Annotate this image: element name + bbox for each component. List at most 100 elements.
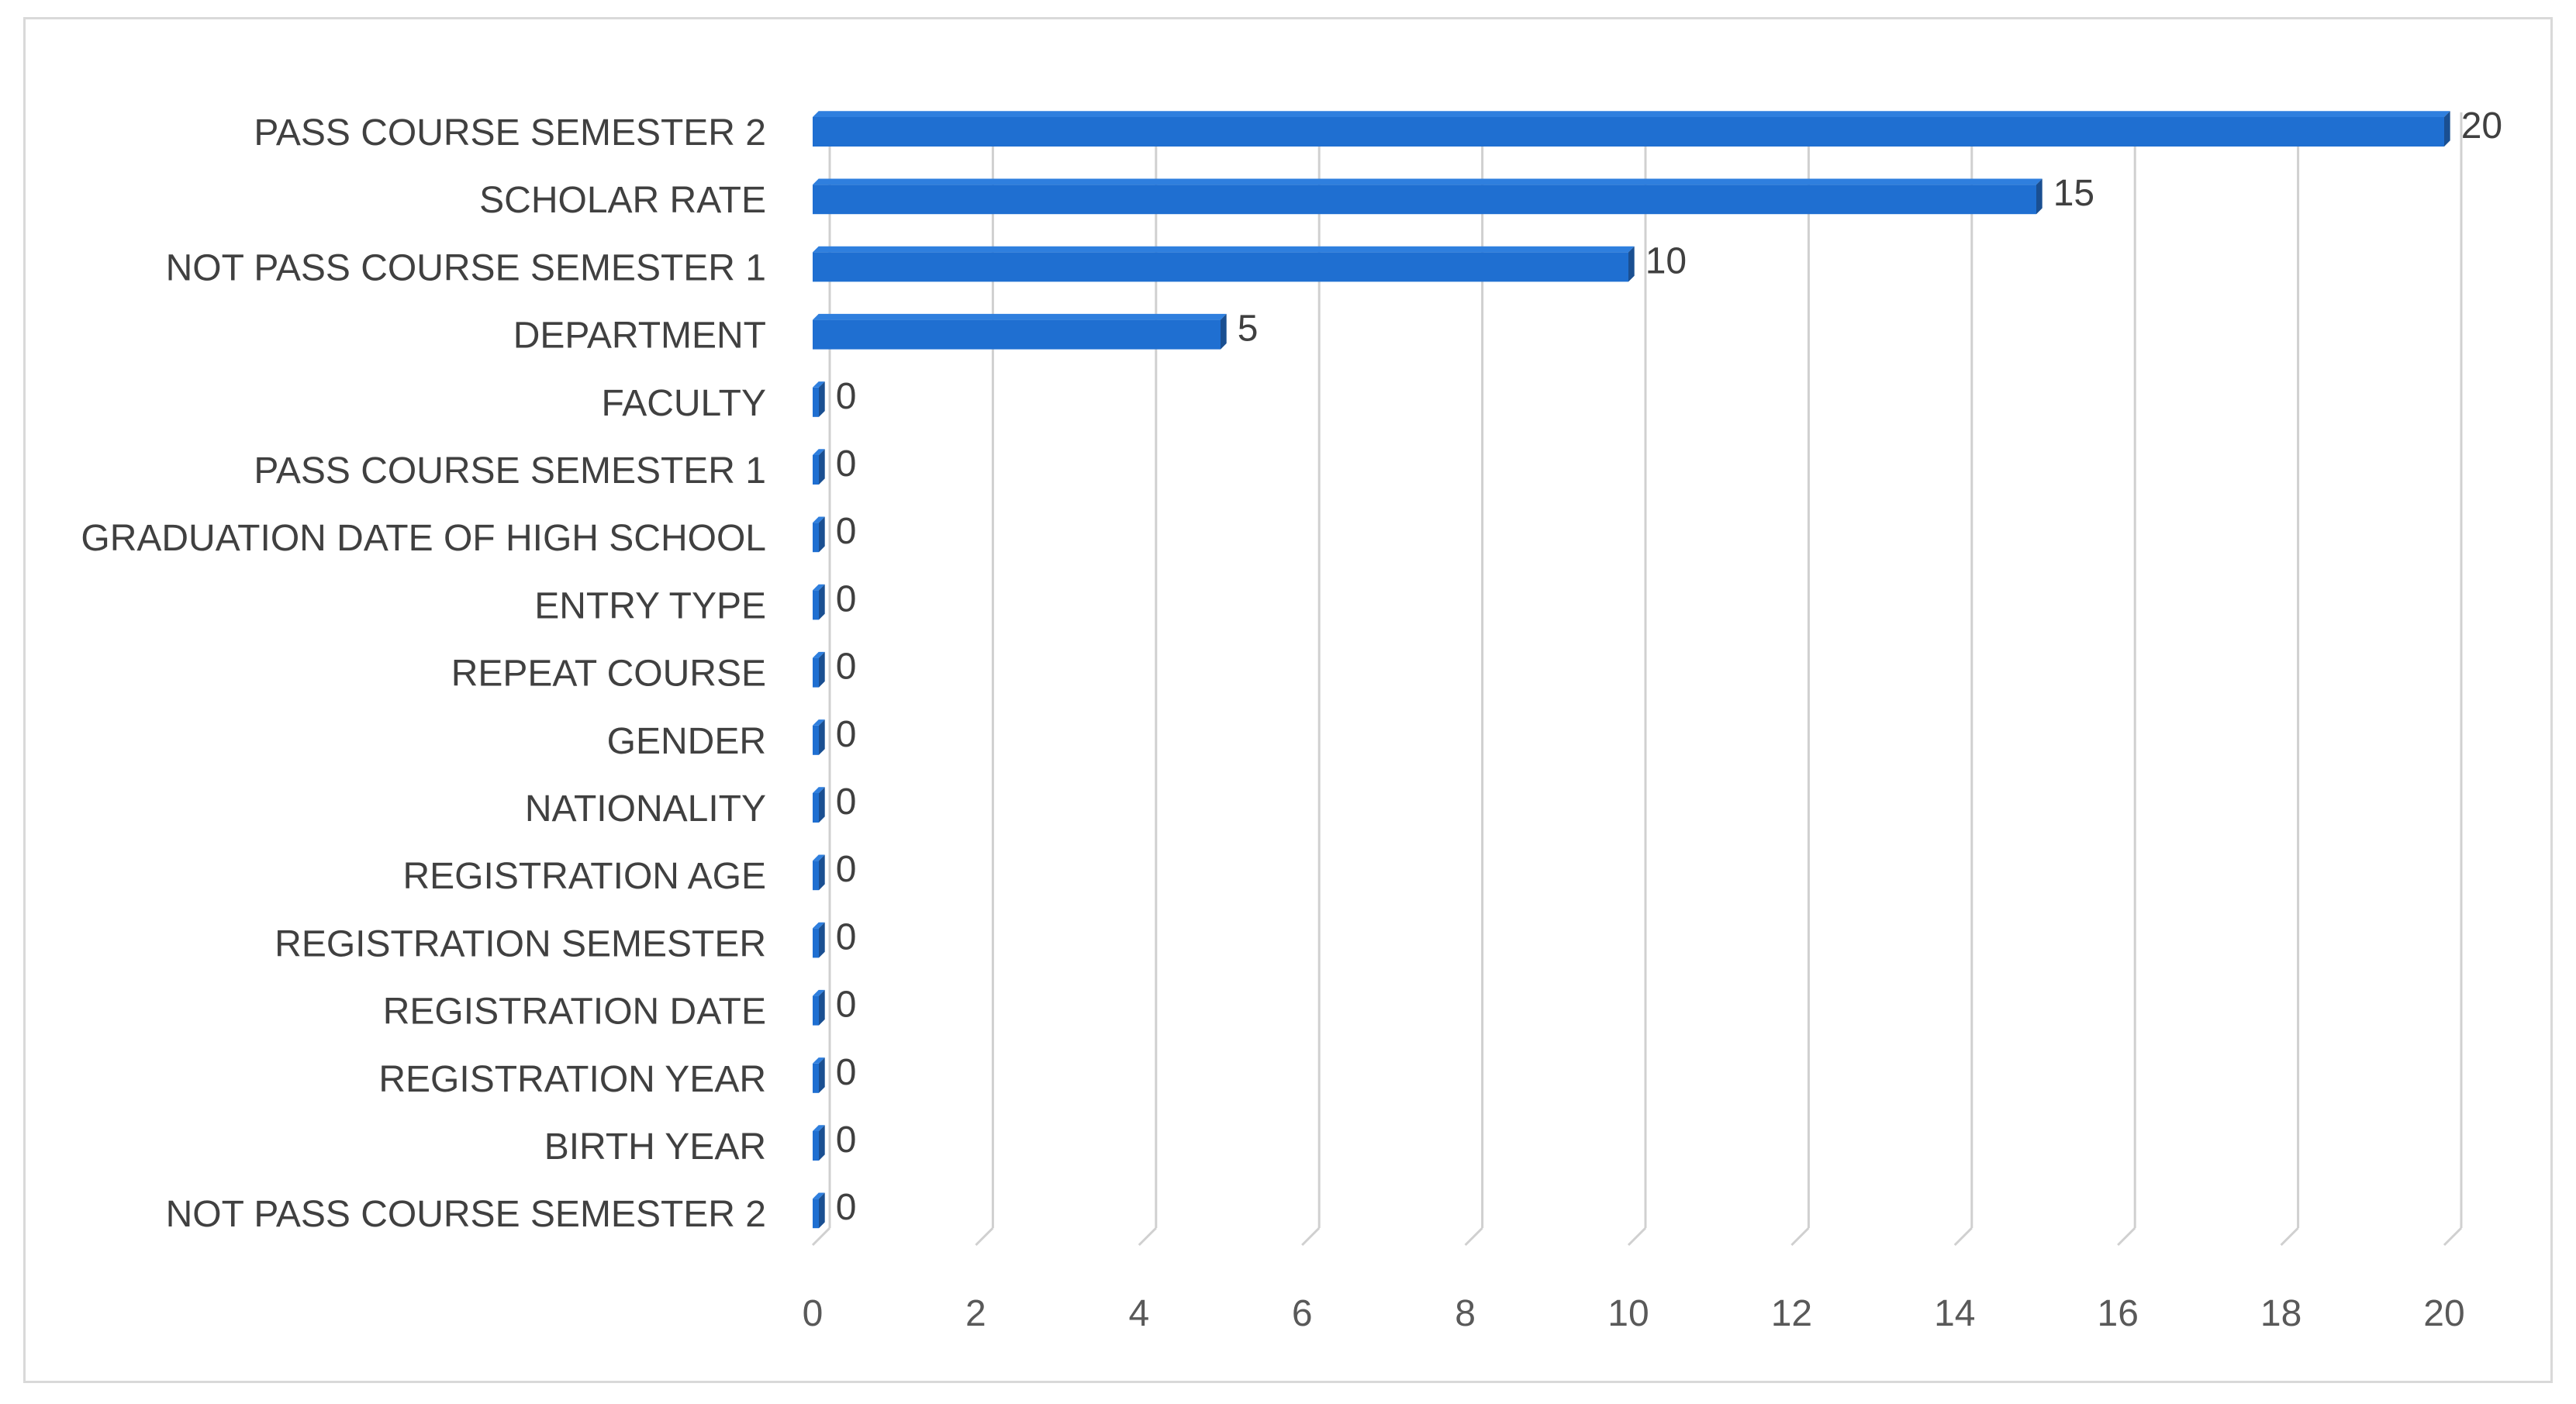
x-tick-label: 14 xyxy=(1934,1293,1975,1334)
bar-side xyxy=(2444,111,2450,147)
bar-side xyxy=(1628,246,1635,282)
category-label: DEPARTMENT xyxy=(513,316,766,357)
bar-side xyxy=(819,854,825,891)
bar-side xyxy=(819,584,825,620)
bar xyxy=(813,252,1628,282)
category-label: GRADUATION DATE OF HIGH SCHOOL xyxy=(81,518,766,559)
bar-side xyxy=(819,719,825,755)
bar xyxy=(813,1063,819,1093)
gridline-floor xyxy=(1138,1226,1157,1247)
x-tick-label: 0 xyxy=(803,1293,824,1334)
gridline-floor xyxy=(2443,1226,2463,1247)
bar-top xyxy=(813,1057,825,1064)
bar-top xyxy=(813,381,825,388)
x-tick-label: 2 xyxy=(965,1293,986,1334)
x-tick-label: 12 xyxy=(1771,1293,1812,1334)
data-label: 0 xyxy=(836,985,857,1026)
category-label: REPEAT COURSE xyxy=(451,654,766,695)
category-label: NOT PASS COURSE SEMESTER 2 xyxy=(166,1194,766,1235)
data-label: 5 xyxy=(1238,309,1259,350)
bar xyxy=(813,861,819,891)
data-labels: 20 15 10 5 0 0 0 0 0 0 0 0 0 0 0 0 0 xyxy=(836,105,2502,1228)
x-tick-label: 16 xyxy=(2098,1293,2139,1334)
bar-top xyxy=(813,1192,825,1199)
bar-top xyxy=(813,651,825,658)
bar xyxy=(813,185,2036,215)
bar xyxy=(813,523,819,553)
bar-top xyxy=(813,989,825,996)
bar-top xyxy=(813,313,1227,320)
bar xyxy=(813,725,819,755)
x-tick-label: 18 xyxy=(2260,1293,2301,1334)
x-tick-label: 10 xyxy=(1607,1293,1649,1334)
x-axis-tick-labels: 0 2 4 6 8 10 12 14 16 18 20 xyxy=(803,1293,2465,1334)
x-tick-label: 6 xyxy=(1292,1293,1313,1334)
data-label: 0 xyxy=(836,1119,857,1161)
bar xyxy=(813,590,819,620)
bar-top xyxy=(813,922,825,929)
data-label: 0 xyxy=(836,1187,857,1228)
bar xyxy=(813,319,1221,350)
category-label: FACULTY xyxy=(602,383,766,424)
category-label: BIRTH YEAR xyxy=(544,1126,766,1168)
bar xyxy=(813,657,819,688)
bar-top xyxy=(813,111,2450,117)
gridline-floor xyxy=(1464,1226,1483,1247)
bar-side xyxy=(819,1192,825,1229)
gridlines xyxy=(811,112,2463,1247)
bar-top xyxy=(813,1125,825,1131)
bar-top xyxy=(813,516,825,523)
gridline-floor xyxy=(975,1226,994,1247)
bar-side xyxy=(819,922,825,958)
category-label: PASS COURSE SEMESTER 1 xyxy=(254,450,766,492)
bar-side xyxy=(819,381,825,417)
category-label: GENDER xyxy=(607,721,766,762)
gridline-floor xyxy=(1790,1226,1810,1247)
data-label: 0 xyxy=(836,916,857,957)
category-label: SCHOLAR RATE xyxy=(479,180,766,221)
x-tick-label: 20 xyxy=(2423,1293,2464,1334)
bar-side xyxy=(819,787,825,823)
data-label: 0 xyxy=(836,1052,857,1093)
data-label: 0 xyxy=(836,376,857,417)
data-label: 0 xyxy=(836,849,857,890)
bar-top xyxy=(813,854,825,861)
chart-frame xyxy=(23,17,2553,1383)
category-labels: PASS COURSE SEMESTER 2 SCHOLAR RATE NOT PA… xyxy=(81,112,766,1235)
bar-side xyxy=(819,1125,825,1161)
bar-side xyxy=(819,1057,825,1093)
gridline-floor xyxy=(2280,1226,2299,1247)
bars xyxy=(813,111,2450,1229)
category-label: REGISTRATION DATE xyxy=(383,992,766,1033)
bar-side xyxy=(819,449,825,485)
bar-side xyxy=(819,516,825,553)
bar xyxy=(813,387,819,417)
x-tick-label: 4 xyxy=(1128,1293,1149,1334)
category-label: ENTRY TYPE xyxy=(534,585,766,626)
bar xyxy=(813,928,819,958)
data-label: 15 xyxy=(2053,173,2094,214)
category-label: NOT PASS COURSE SEMESTER 1 xyxy=(166,247,766,288)
gridline-floor xyxy=(811,1226,831,1247)
gridline-floor xyxy=(1627,1226,1647,1247)
bar xyxy=(813,455,819,485)
data-label: 0 xyxy=(836,714,857,755)
bar-side xyxy=(2036,178,2042,215)
bar-top xyxy=(813,719,825,726)
bar-top xyxy=(813,178,2042,185)
category-label: REGISTRATION SEMESTER xyxy=(275,923,766,964)
data-label: 0 xyxy=(836,647,857,688)
data-label: 0 xyxy=(836,443,857,485)
bar-top xyxy=(813,449,825,455)
bar-side xyxy=(819,989,825,1026)
data-label: 0 xyxy=(836,511,857,552)
bar xyxy=(813,1199,819,1229)
category-label: REGISTRATION AGE xyxy=(402,856,766,897)
gridline-floor xyxy=(1301,1226,1321,1247)
bar xyxy=(813,117,2444,147)
bar xyxy=(813,995,819,1026)
category-label: PASS COURSE SEMESTER 2 xyxy=(254,112,766,154)
bar-side xyxy=(1221,313,1227,350)
bar-top xyxy=(813,584,825,591)
